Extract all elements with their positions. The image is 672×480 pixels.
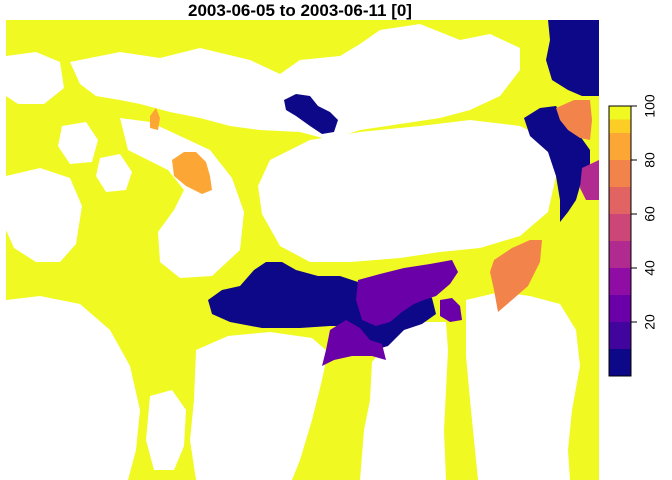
patch-nw-amber <box>150 108 160 130</box>
map-title: 2003-06-05 to 2003-06-11 [0] <box>188 1 412 20</box>
patch-ne-low <box>546 20 599 96</box>
land-northwest <box>6 52 64 104</box>
legend-bin <box>609 119 631 133</box>
land-southwest-inner <box>146 390 186 470</box>
land-small-nw <box>58 122 98 164</box>
patch-strait-low <box>208 262 436 350</box>
legend-color-bins <box>609 106 631 376</box>
land-southwest <box>6 296 140 480</box>
patch-east-low <box>524 106 590 222</box>
legend-frame <box>608 105 632 377</box>
legend-bin <box>609 133 631 160</box>
ice-concentration-patches <box>150 20 599 366</box>
land-central-island <box>258 120 556 262</box>
land-southeast <box>466 292 580 480</box>
legend-bin <box>609 349 631 376</box>
legend-bin <box>609 322 631 349</box>
legend-bin <box>609 187 631 214</box>
patch-strait-purple <box>356 260 458 326</box>
patch-east-orange <box>490 240 542 312</box>
patch-south-purple <box>322 320 386 366</box>
land-north-island <box>70 24 520 140</box>
land-west-coast <box>6 168 82 262</box>
legend-bin <box>609 214 631 241</box>
legend-tick-label: 40 <box>642 260 658 276</box>
patch-ne-orange <box>556 100 592 140</box>
map-panel <box>6 20 599 480</box>
legend-tick-label: 80 <box>642 152 658 168</box>
land-south-strait <box>360 322 448 480</box>
legend-ticks: 20 40 60 80 100 <box>631 94 658 330</box>
legend-bin <box>609 160 631 187</box>
land-south-central <box>190 332 328 480</box>
land-masses <box>6 24 580 480</box>
color-legend: 20 40 60 80 100 <box>608 94 658 377</box>
legend-bin <box>609 295 631 322</box>
patch-west-amber <box>172 152 212 194</box>
legend-bin <box>609 241 631 268</box>
patch-ne-magenta <box>580 160 599 200</box>
legend-tick-label: 100 <box>642 94 658 118</box>
land-west-island <box>120 118 244 278</box>
legend-bin <box>609 106 631 120</box>
legend-tick-label: 20 <box>642 314 658 330</box>
legend-bin <box>609 268 631 295</box>
patch-inlet-low <box>284 94 338 134</box>
legend-tick-label: 60 <box>642 206 658 222</box>
land-small-w <box>96 154 132 192</box>
patch-east-purple <box>440 298 462 322</box>
